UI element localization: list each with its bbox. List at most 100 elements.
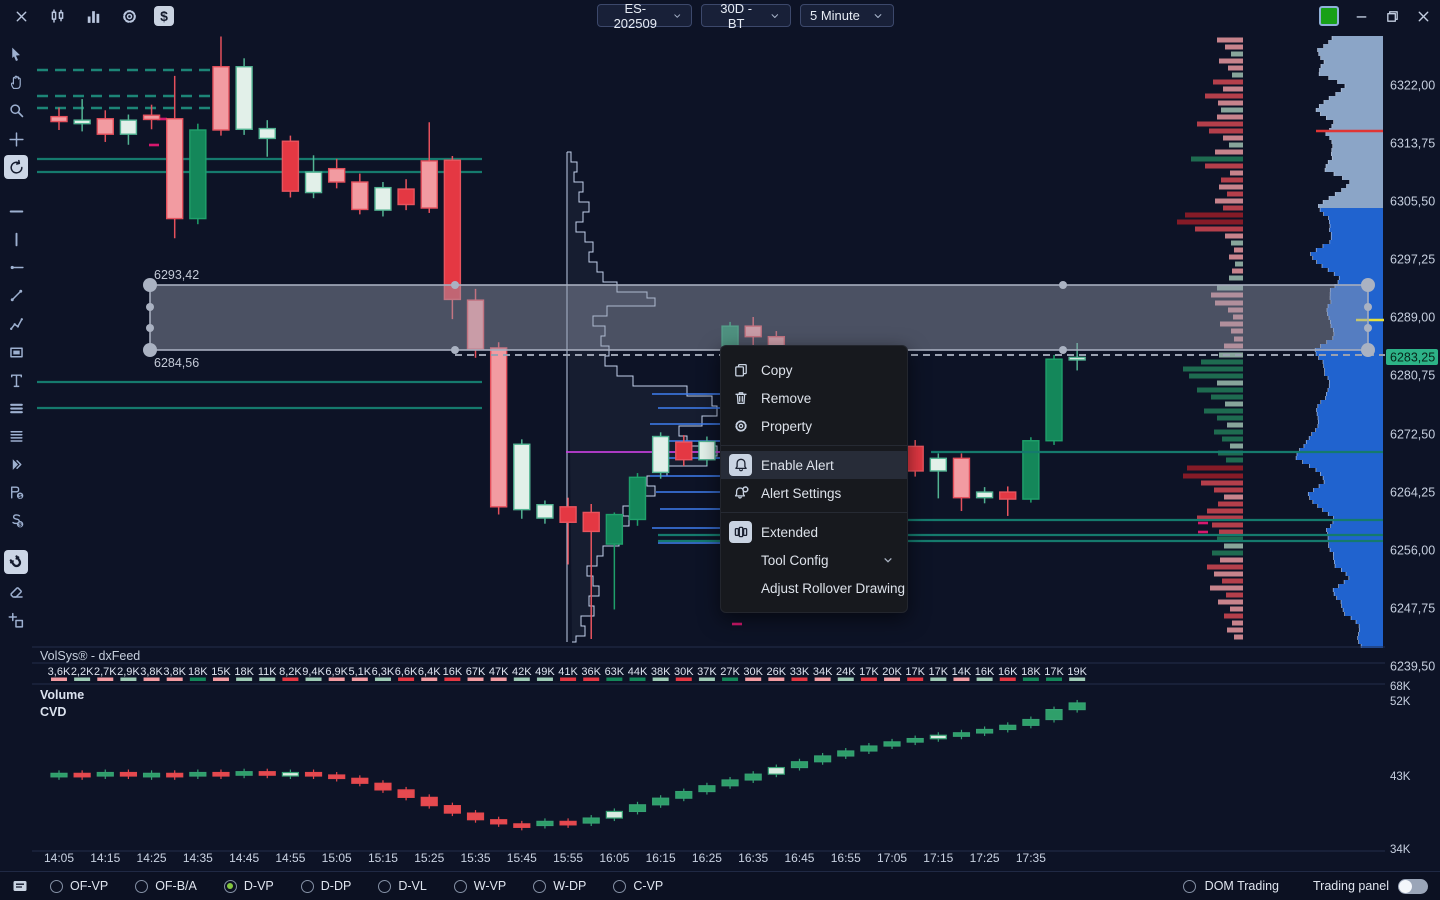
drawing-handle[interactable] <box>1364 324 1372 332</box>
drawing-rect[interactable]: 6293,42 6284,56 <box>143 268 1375 370</box>
svg-text:17K: 17K <box>859 666 879 678</box>
ray-tool-icon[interactable] <box>4 255 28 279</box>
drawing-handle[interactable] <box>451 346 459 354</box>
lines3-tool-icon[interactable] <box>4 396 28 420</box>
drawing-handle[interactable] <box>1059 281 1067 289</box>
stats-label-tool-icon[interactable]: $ <box>4 508 28 532</box>
vline-tool-icon[interactable] <box>4 227 28 251</box>
svg-text:6239,50: 6239,50 <box>1390 660 1435 674</box>
mode-radio-of-vp[interactable]: OF-VP <box>50 879 108 893</box>
radio-circle[interactable] <box>300 879 314 893</box>
svg-text:5,1K: 5,1K <box>348 666 371 678</box>
svg-text:14:45: 14:45 <box>229 851 259 865</box>
mode-radio-w-dp[interactable]: W-DP <box>533 879 586 893</box>
svg-text:6,3K: 6,3K <box>372 666 395 678</box>
mode-radio-d-dp[interactable]: D-DP <box>300 879 352 893</box>
radio-label: D-DP <box>320 879 352 893</box>
svg-text:30K: 30K <box>674 666 694 678</box>
mode-radio-w-vp[interactable]: W-VP <box>453 879 507 893</box>
trendline-tool-icon[interactable] <box>4 283 28 307</box>
drawing-handle[interactable] <box>146 324 154 332</box>
menu-item-enable-alert[interactable]: Enable Alert <box>721 451 907 479</box>
drawing-handle[interactable] <box>1361 278 1375 292</box>
svg-text:14:15: 14:15 <box>90 851 120 865</box>
context-menu: Copy Remove Property Enable Alert Alert Sett… <box>720 345 908 613</box>
volume-pane-label[interactable]: Volume <box>40 688 85 702</box>
close-icon[interactable] <box>10 5 32 27</box>
range-dropdown[interactable]: 30D - BT <box>701 1 791 31</box>
lines4-tool-icon[interactable] <box>4 424 28 448</box>
radio-circle[interactable] <box>223 879 237 893</box>
crosshair-tool-icon[interactable] <box>4 127 28 151</box>
drawing-handle[interactable] <box>143 343 157 357</box>
minimize-icon[interactable] <box>1352 7 1370 25</box>
bar-chart-icon[interactable] <box>82 5 104 27</box>
svg-text:6,4K: 6,4K <box>418 666 441 678</box>
menu-item-property[interactable]: Property <box>721 412 907 440</box>
cvd-pane-label[interactable]: CVD <box>40 705 67 719</box>
svg-text:68K: 68K <box>1390 681 1411 693</box>
magnet-tool-icon[interactable] <box>4 550 28 574</box>
dom-trading-radio[interactable] <box>1182 879 1196 893</box>
menu-item-extended[interactable]: Extended <box>721 518 907 546</box>
drawing-toolbar: $ $ <box>0 32 32 872</box>
dollar-icon[interactable]: $ <box>154 6 174 26</box>
radio-circle[interactable] <box>533 879 547 893</box>
rect-tool-icon[interactable] <box>4 340 28 364</box>
svg-text:24K: 24K <box>836 666 856 678</box>
candlestick-chart-icon[interactable] <box>46 5 68 27</box>
zoom-tool-icon[interactable] <box>4 98 28 122</box>
drawing-handle[interactable] <box>146 303 154 311</box>
mode-radio-d-vp[interactable]: D-VP <box>223 879 274 893</box>
svg-text:14K: 14K <box>952 666 972 678</box>
cursor-tool-icon[interactable] <box>4 42 28 66</box>
radio-circle[interactable] <box>50 879 63 893</box>
menu-item-copy[interactable]: Copy <box>721 356 907 384</box>
bell-gear-icon <box>729 482 752 504</box>
layout-panel-icon[interactable] <box>10 877 32 895</box>
text-tool-icon[interactable] <box>4 368 28 392</box>
mode-radio-c-vp[interactable]: C-VP <box>613 879 663 893</box>
polyline-tool-icon[interactable] <box>4 311 28 335</box>
menu-item-tool-config[interactable]: Tool Config <box>721 546 907 574</box>
radio-label: W-VP <box>473 879 507 893</box>
trading-panel-toggle[interactable] <box>1398 878 1428 894</box>
svg-text:67K: 67K <box>466 666 486 678</box>
svg-text:17K: 17K <box>1044 666 1064 678</box>
price-label-tool-icon[interactable]: $ <box>4 480 28 504</box>
menu-item-alert-settings[interactable]: Alert Settings <box>721 479 907 507</box>
mode-radio-d-vl[interactable]: D-VL <box>378 879 427 893</box>
radio-circle[interactable] <box>378 879 392 893</box>
radio-circle[interactable] <box>453 879 467 893</box>
symbol-dropdown[interactable]: ES-202509 <box>597 1 692 31</box>
menu-item-remove[interactable]: Remove <box>721 384 907 412</box>
menu-item-label: Enable Alert <box>761 457 834 473</box>
drawing-handle[interactable] <box>1364 303 1372 311</box>
add-shape-tool-icon[interactable] <box>4 608 28 632</box>
drawing-handle[interactable] <box>1059 346 1067 354</box>
svg-text:52K: 52K <box>1390 696 1411 708</box>
rotate-tool-icon[interactable] <box>4 155 28 179</box>
flag-tool-icon[interactable] <box>4 452 28 476</box>
settings-gear-icon[interactable] <box>118 5 140 27</box>
svg-text:16K: 16K <box>998 666 1018 678</box>
drawing-handle[interactable] <box>451 281 459 289</box>
restore-icon[interactable] <box>1383 7 1401 25</box>
menu-item-adjust-rollover-drawing[interactable]: Adjust Rollover Drawing <box>721 574 907 602</box>
pan-tool-icon[interactable] <box>4 70 28 94</box>
mode-radio-of-b-a[interactable]: OF-B/A <box>135 879 197 893</box>
close-icon[interactable] <box>1414 7 1432 25</box>
radio-circle[interactable] <box>135 879 149 893</box>
timeframe-dropdown[interactable]: 5 Minute <box>800 4 894 27</box>
svg-text:16:55: 16:55 <box>831 851 861 865</box>
drawing-handle[interactable] <box>1361 343 1375 357</box>
price-axis: 6322,00 6313,75 6305,50 6297,25 6289,00 6280,… <box>1386 79 1438 674</box>
eraser-tool-icon[interactable] <box>4 579 28 603</box>
radio-circle[interactable] <box>613 879 627 893</box>
bell-icon <box>729 454 752 476</box>
radio-label: OF-B/A <box>155 879 197 893</box>
hline-tool-icon[interactable] <box>4 199 28 223</box>
volume-profile <box>1295 36 1383 648</box>
drawing-handle[interactable] <box>143 278 157 292</box>
